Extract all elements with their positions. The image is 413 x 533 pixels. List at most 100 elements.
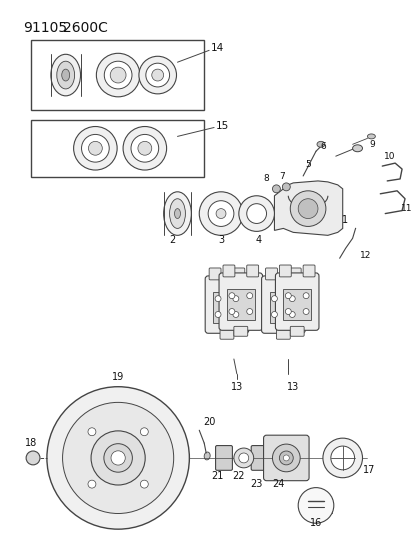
Bar (31, 41, 204, 110)
Text: 11: 11 (400, 204, 412, 213)
Bar (213, 292, 240, 324)
Bar (226, 289, 254, 320)
Text: 23: 23 (250, 479, 262, 489)
Circle shape (152, 69, 163, 81)
Circle shape (215, 311, 221, 318)
Text: 9: 9 (369, 140, 374, 149)
Circle shape (238, 196, 274, 231)
Circle shape (216, 208, 225, 219)
Text: 5: 5 (304, 159, 310, 168)
Ellipse shape (163, 192, 191, 236)
Ellipse shape (367, 134, 375, 139)
Circle shape (104, 443, 132, 472)
Circle shape (233, 311, 238, 318)
Circle shape (96, 53, 140, 97)
FancyBboxPatch shape (276, 329, 290, 339)
Ellipse shape (169, 199, 185, 229)
Ellipse shape (57, 61, 74, 89)
Circle shape (290, 191, 325, 227)
Circle shape (246, 309, 252, 314)
FancyBboxPatch shape (251, 446, 266, 470)
Circle shape (228, 309, 234, 314)
Ellipse shape (174, 208, 180, 219)
Circle shape (297, 488, 333, 523)
Circle shape (322, 438, 362, 478)
Circle shape (104, 61, 132, 89)
Text: 20: 20 (202, 417, 215, 427)
Text: 8: 8 (263, 174, 269, 183)
Text: 2: 2 (169, 235, 175, 245)
Text: 14: 14 (210, 43, 223, 53)
FancyBboxPatch shape (233, 326, 247, 336)
FancyBboxPatch shape (233, 268, 244, 280)
Text: 91105: 91105 (23, 21, 67, 35)
Circle shape (238, 453, 248, 463)
FancyBboxPatch shape (290, 326, 304, 336)
Ellipse shape (352, 145, 362, 152)
Text: 10: 10 (382, 152, 394, 160)
Circle shape (289, 296, 294, 302)
Circle shape (88, 428, 96, 435)
Circle shape (285, 309, 291, 314)
FancyBboxPatch shape (219, 329, 233, 339)
Circle shape (91, 431, 145, 485)
FancyBboxPatch shape (246, 265, 258, 277)
Circle shape (47, 387, 189, 529)
Circle shape (88, 480, 96, 488)
Circle shape (215, 296, 221, 302)
Text: 16: 16 (309, 518, 321, 528)
Circle shape (271, 296, 277, 302)
Circle shape (279, 451, 292, 465)
Text: 17: 17 (362, 465, 375, 475)
Ellipse shape (62, 69, 69, 81)
Ellipse shape (51, 54, 81, 96)
Bar (321, 497, 331, 513)
Circle shape (74, 126, 117, 170)
Bar (269, 292, 297, 324)
Text: 19: 19 (112, 372, 124, 382)
Circle shape (233, 296, 238, 302)
Text: 24: 24 (272, 479, 284, 489)
Ellipse shape (204, 452, 210, 460)
FancyBboxPatch shape (289, 268, 300, 280)
Circle shape (246, 204, 266, 223)
Text: 7: 7 (279, 173, 285, 181)
Circle shape (139, 56, 176, 94)
FancyBboxPatch shape (261, 276, 304, 333)
Circle shape (145, 63, 169, 87)
Circle shape (272, 185, 280, 193)
Circle shape (123, 126, 166, 170)
Circle shape (140, 428, 148, 435)
Text: 1: 1 (341, 215, 347, 225)
FancyBboxPatch shape (263, 435, 309, 481)
Circle shape (233, 448, 253, 468)
Circle shape (282, 183, 290, 191)
Text: 12: 12 (359, 251, 370, 260)
Circle shape (282, 455, 289, 461)
Circle shape (81, 134, 109, 162)
Circle shape (330, 446, 354, 470)
Circle shape (208, 201, 233, 227)
Circle shape (110, 67, 126, 83)
Text: 13: 13 (287, 382, 299, 392)
Circle shape (131, 134, 158, 162)
Ellipse shape (316, 141, 324, 147)
Circle shape (111, 451, 125, 465)
Circle shape (246, 293, 252, 298)
Text: 4: 4 (255, 235, 261, 245)
Text: 18: 18 (25, 438, 37, 448)
Circle shape (62, 402, 173, 513)
Circle shape (26, 451, 40, 465)
Text: 13: 13 (230, 382, 242, 392)
Circle shape (272, 444, 299, 472)
Circle shape (302, 293, 309, 298)
Polygon shape (274, 181, 342, 236)
Circle shape (140, 480, 148, 488)
FancyBboxPatch shape (275, 273, 318, 330)
FancyBboxPatch shape (223, 265, 234, 277)
FancyBboxPatch shape (302, 265, 314, 277)
Circle shape (228, 293, 234, 298)
Text: 3: 3 (217, 235, 223, 245)
Text: 21: 21 (210, 471, 223, 481)
Text: 2600C: 2600C (63, 21, 107, 35)
